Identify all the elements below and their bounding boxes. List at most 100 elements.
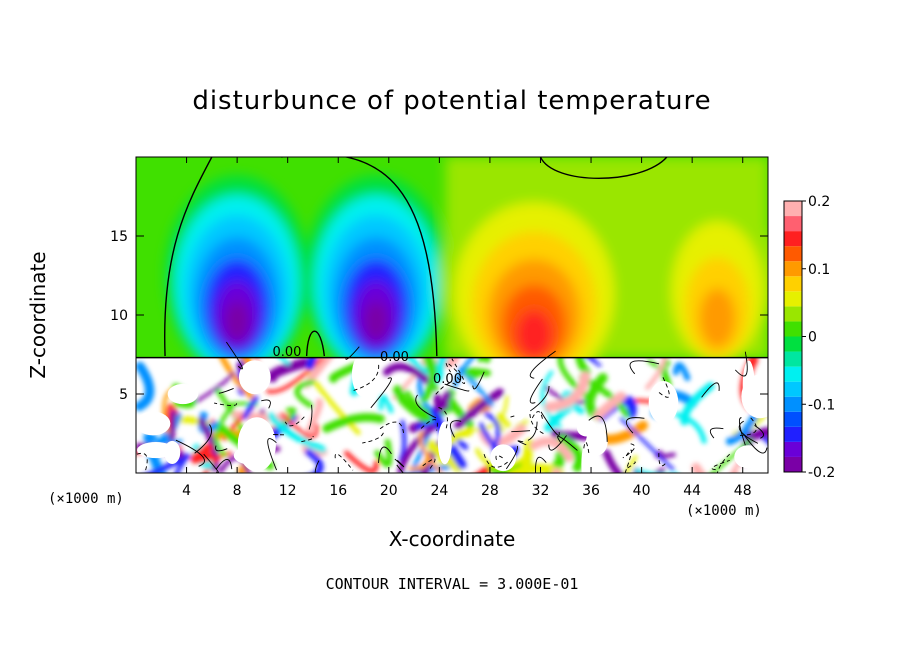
turbulent-streak: [219, 357, 256, 401]
contour-line: [345, 346, 360, 360]
lower-layer: [136, 357, 768, 473]
colorbar-tick-label: -0.1: [808, 397, 835, 413]
contour-line: [629, 360, 660, 375]
contour-line: [625, 417, 645, 434]
contour-line: [527, 421, 538, 441]
x-tick-label: 32: [532, 483, 550, 499]
contour-line: [737, 417, 757, 436]
saturated-patch: [648, 380, 679, 424]
turbulent-streak: [303, 357, 334, 389]
contour-line: [529, 350, 556, 379]
colorbar-swatch: [784, 216, 802, 232]
turbulent-streak: [544, 404, 572, 432]
turbulent-streak: [404, 389, 459, 416]
x-unit-label-left: (×1000 m): [48, 491, 124, 507]
turbulent-streak: [464, 367, 491, 380]
contour-line: [394, 458, 405, 468]
anomaly-band: [699, 288, 736, 349]
contour-line: [215, 445, 228, 452]
colorbar: 0.2 0.1 0 -0.1 -0.2: [783, 194, 835, 481]
colorbar-tick-label: 0.1: [808, 262, 830, 278]
saturated-patch: [167, 383, 199, 405]
contour-line: [194, 424, 213, 454]
turbulent-streak: [602, 449, 643, 473]
contour-line: [214, 402, 238, 406]
contour-line: [449, 420, 462, 438]
saturated-patch: [742, 360, 755, 410]
colorbar-swatch: [784, 231, 802, 247]
contour-line: [215, 459, 233, 470]
x-tick-label: 48: [734, 483, 752, 499]
contour-line: [738, 420, 759, 444]
turbulent-streak: [198, 417, 219, 472]
turbulent-streak: [453, 357, 475, 388]
saturated-patch: [238, 360, 271, 395]
x-tick-label: 44: [683, 483, 701, 499]
turbulent-streak: [619, 417, 675, 471]
contour-line: [627, 461, 636, 469]
colorbar-tick-label: 0: [808, 330, 817, 346]
contour-line: [517, 440, 527, 446]
contour-line: [362, 432, 384, 444]
colorbar-swatch: [784, 426, 802, 442]
turbulent-streak: [672, 362, 691, 382]
anomaly-band: [516, 309, 553, 358]
colorbar-swatch: [784, 411, 802, 427]
contour-line: [535, 456, 547, 473]
turbulent-streak: [267, 412, 327, 453]
turbulent-streak: [433, 390, 452, 413]
turbulent-streak: [529, 437, 574, 462]
contour-line: [495, 455, 503, 463]
turbulent-streak: [169, 410, 177, 447]
saturated-patch: [437, 421, 452, 465]
contour-line: [507, 415, 515, 419]
colorbar-swatch: [784, 336, 802, 352]
turbulent-streak: [266, 357, 310, 383]
contour-line: [421, 458, 436, 469]
x-tick-label: 12: [279, 483, 297, 499]
contour-line: [314, 460, 320, 473]
saturated-patch: [351, 357, 375, 397]
contour-line: [701, 382, 720, 398]
colorbar-swatch: [784, 441, 802, 457]
turbulent-streak: [344, 450, 379, 473]
colorbar-swatch: [784, 246, 802, 262]
contour-line: [378, 446, 392, 463]
contour-line: [308, 404, 313, 430]
turbulent-streak: [136, 361, 155, 412]
colorbar-tick-label: -0.2: [808, 465, 835, 481]
turbulent-streak: [214, 401, 237, 457]
turbulent-streak: [329, 362, 360, 383]
contour-line: [529, 411, 544, 434]
turbulent-streak: [203, 451, 232, 473]
x-tick-label: 8: [233, 483, 242, 499]
contour-line: [624, 449, 632, 473]
y-tick-label: 10: [110, 308, 128, 324]
contour-line: [451, 358, 465, 384]
turbulent-streak: [472, 395, 509, 432]
turbulent-streak: [624, 455, 638, 473]
anomaly-band: [225, 301, 250, 342]
contour-line: [622, 443, 636, 459]
turbulent-streak: [242, 395, 259, 420]
colorbar-swatch: [784, 306, 802, 322]
upper-layer: [165, 157, 768, 394]
contour-line: [658, 449, 666, 467]
x-tick-label: 16: [329, 483, 347, 499]
contour-line: [225, 341, 243, 370]
turbulent-streak: [496, 413, 511, 433]
x-tick-label: 36: [582, 483, 600, 499]
turbulent-streak: [519, 438, 535, 473]
contour-label: 0.00: [273, 345, 302, 360]
saturated-patch: [511, 390, 527, 421]
turbulent-streak: [397, 424, 436, 473]
saturated-patch: [137, 442, 175, 459]
colorbar-swatch: [784, 291, 802, 307]
contour-line: [334, 453, 354, 471]
x-tick-label: 24: [430, 483, 448, 499]
saturated-patch: [136, 411, 171, 436]
colorbar-swatch: [784, 261, 802, 277]
zero-contour: [163, 157, 213, 357]
contour-line: [709, 427, 724, 439]
